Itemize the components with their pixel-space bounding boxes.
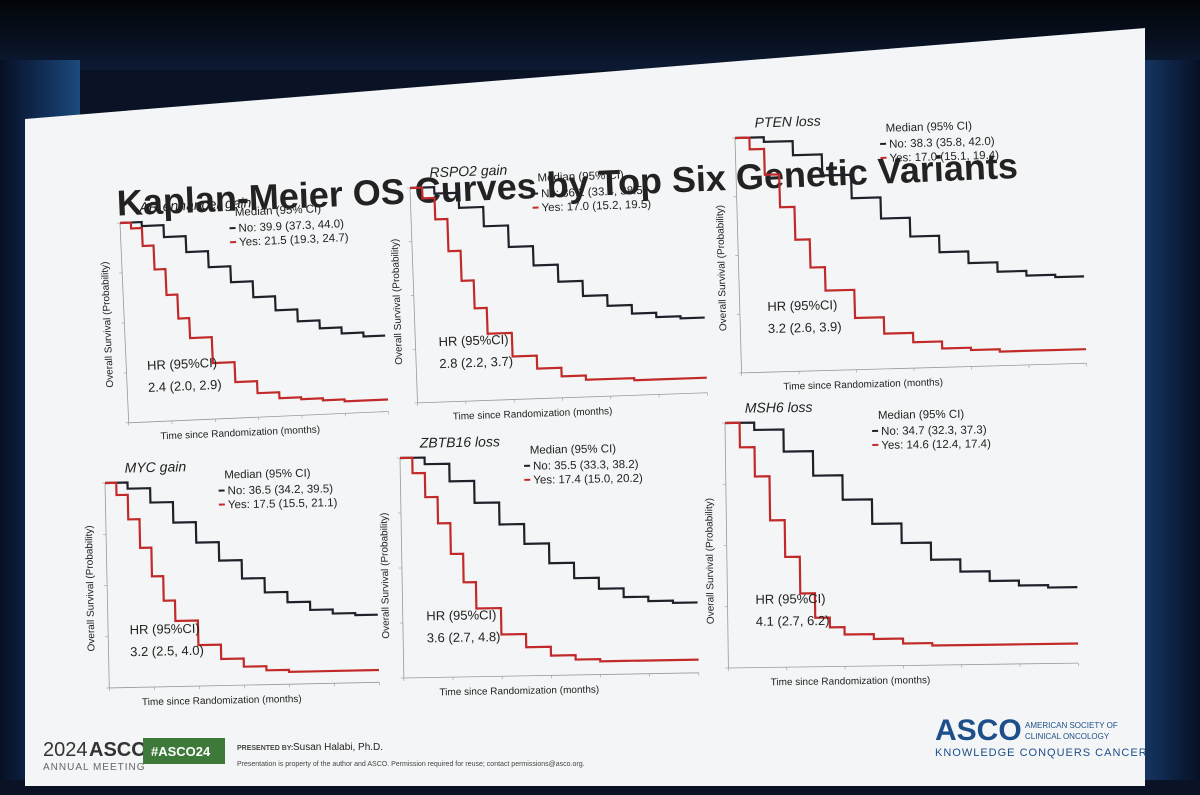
- hr-value: 3.2 (2.5, 4.0): [130, 643, 204, 660]
- panel-title: AR enhancer gain: [138, 194, 252, 215]
- hr-value: 3.2 (2.6, 3.9): [768, 319, 842, 336]
- km-panel-1: AR enhancer gain Time since Randomization…: [100, 194, 389, 442]
- presented-by-label: PRESENTED BY:: [237, 745, 293, 752]
- y-axis-label: Overall Survival (Probability): [84, 525, 98, 651]
- median-yes: Yes: 17.0 (15.1, 19.4): [889, 150, 999, 165]
- panel-title: PTEN loss: [754, 113, 821, 131]
- median-no: No: 39.9 (37.3, 44.0): [238, 218, 344, 235]
- hr-label: HR (95%CI): [767, 297, 837, 314]
- median-header: Median (95% CI): [537, 170, 624, 185]
- presenter-name: Susan Halabi, Ph.D.: [293, 742, 383, 753]
- median-no: No: 36.2 (33.4, 38.5): [541, 185, 647, 201]
- median-header: Median (95% CI): [530, 443, 617, 457]
- hr-value: 3.6 (2.7, 4.8): [427, 629, 501, 645]
- median-yes: Yes: 21.5 (19.3, 24.7): [239, 232, 349, 249]
- panel-title: ZBTB16 loss: [419, 433, 500, 450]
- km-curve-yes: [734, 136, 1087, 353]
- km-curve-yes: [409, 186, 707, 382]
- km-panel-4: MYC gain Time since Randomization (months…: [84, 458, 380, 708]
- km-curve-no: [119, 220, 386, 338]
- y-axis-label: Overall Survival (Probability): [390, 238, 405, 364]
- y-axis: [104, 482, 110, 688]
- y-axis-label: Overall Survival (Probability): [379, 512, 392, 638]
- panel-title: MYC gain: [125, 458, 187, 475]
- hr-value: 2.8 (2.2, 3.7): [439, 354, 513, 372]
- y-axis: [119, 222, 130, 423]
- panel-title: RSPO2 gain: [429, 162, 508, 181]
- km-curve-yes: [104, 481, 379, 674]
- median-yes: Yes: 17.4 (15.0, 20.2): [533, 473, 643, 487]
- y-axis-label: Overall Survival (Probability): [704, 498, 717, 624]
- hashtag-text: #ASCO24: [151, 744, 211, 759]
- x-axis-label: Time since Randomization (months): [783, 377, 943, 392]
- asco-logo-text: ASCO: [935, 714, 1022, 747]
- panel-title: MSH6 loss: [745, 399, 813, 416]
- org-name-line-2: CLINICAL ONCOLOGY: [1025, 732, 1110, 741]
- hr-value: 4.1 (2.7, 6.2): [756, 613, 830, 629]
- hr-label: HR (95%CI): [147, 355, 218, 373]
- km-panel-3: PTEN loss Time since Randomization (month…: [715, 113, 1087, 393]
- x-axis-label: Time since Randomization (months): [439, 685, 599, 699]
- km-panel-2: RSPO2 gain Time since Randomization (mont…: [390, 162, 708, 423]
- x-axis-label: Time since Randomization (months): [771, 675, 931, 688]
- median-yes: Yes: 14.6 (12.4, 17.4): [881, 438, 991, 452]
- km-panel-6: MSH6 loss Time since Randomization (month…: [704, 399, 1079, 688]
- hr-label: HR (95%CI): [755, 591, 825, 607]
- km-curve-no: [724, 421, 1078, 589]
- y-axis: [399, 457, 405, 678]
- x-axis: [417, 392, 708, 404]
- org-name-line-1: AMERICAN SOCIETY OF: [1025, 721, 1118, 730]
- median-header: Median (95% CI): [878, 409, 965, 422]
- disclaimer: Presentation is property of the author a…: [237, 761, 585, 768]
- x-axis: [128, 411, 389, 424]
- median-no: No: 36.5 (34.2, 39.5): [227, 483, 333, 497]
- x-axis-label: Time since Randomization (months): [142, 694, 302, 708]
- median-header: Median (95% CI): [886, 120, 973, 134]
- hashtag-badge: [143, 738, 225, 764]
- y-axis: [734, 137, 742, 373]
- meeting-year: 2024: [43, 739, 88, 761]
- km-curve-no: [104, 481, 378, 617]
- meeting-brand: ASCO: [89, 739, 147, 761]
- km-curve-no: [399, 456, 698, 604]
- median-header: Median (95% CI): [224, 468, 311, 482]
- median-yes: Yes: 17.5 (15.5, 21.1): [228, 497, 338, 511]
- km-curve-yes: [119, 221, 389, 403]
- hr-label: HR (95%CI): [438, 332, 509, 349]
- km-panels: AR enhancer gain Time since Randomization…: [84, 113, 1087, 708]
- y-axis: [724, 422, 729, 668]
- km-curve-yes: [724, 421, 1079, 647]
- presentation-slide: Kaplan-Meier OS Curves by Top Six Geneti…: [25, 28, 1145, 786]
- slide-canvas: Kaplan-Meier OS Curves by Top Six Geneti…: [43, 113, 1145, 773]
- km-curve-no: [409, 186, 705, 320]
- y-axis-label: Overall Survival (Probability): [100, 261, 116, 388]
- hr-label: HR (95%CI): [130, 621, 200, 637]
- median-no: No: 38.3 (35.8, 42.0): [889, 136, 995, 151]
- km-panel-5: ZBTB16 loss Time since Randomization (mon…: [379, 433, 700, 699]
- median-no: No: 34.7 (32.3, 37.3): [881, 424, 987, 437]
- x-axis-label: Time since Randomization (months): [160, 424, 320, 442]
- km-curve-no: [734, 136, 1085, 279]
- median-yes: Yes: 17.0 (15.2, 19.5): [541, 199, 651, 215]
- meeting-subtitle: ANNUAL MEETING: [43, 762, 146, 773]
- median-no: No: 35.5 (33.3, 38.2): [533, 459, 639, 473]
- footer: 2024 ASCO ANNUAL MEETING #ASCO24 PRESENT…: [43, 714, 1145, 773]
- km-curve-yes: [399, 456, 699, 663]
- x-axis-label: Time since Randomization (months): [453, 406, 613, 423]
- median-header: Median (95% CI): [235, 203, 322, 219]
- hr-label: HR (95%CI): [426, 607, 496, 623]
- y-axis: [409, 187, 418, 403]
- hr-value: 2.4 (2.0, 2.9): [148, 377, 222, 395]
- y-axis-label: Overall Survival (Probability): [715, 205, 730, 331]
- org-tagline: KNOWLEDGE CONQUERS CANCER: [935, 747, 1145, 759]
